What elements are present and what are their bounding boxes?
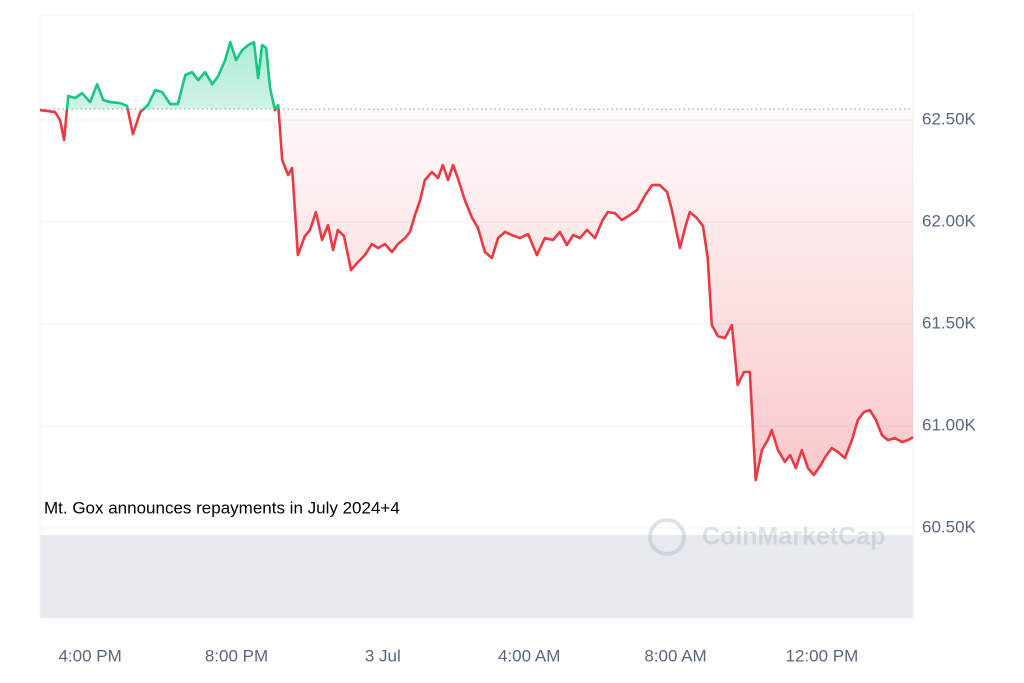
x-tick-label: 8:00 PM [205,646,268,665]
watermark-text: CoinMarketCap [702,523,885,551]
x-tick-label: 4:00 PM [58,646,121,665]
y-tick-label: 61.00K [922,416,977,435]
y-tick-label: 60.50K [922,518,977,537]
watermark-logo [648,518,686,556]
watermark: CoinMarketCap [648,518,885,556]
x-tick-label: 4:00 AM [498,646,560,665]
area [40,42,913,481]
y-tick-label: 61.50K [922,314,977,333]
price-line [39,40,914,482]
x-tick-label: 12:00 PM [786,646,859,665]
annotation: Mt. Gox announces repayments in July 202… [44,498,400,517]
x-tick-label: 8:00 AM [644,646,706,665]
x-tick-label: 3 Jul [365,646,401,665]
plot [39,40,914,482]
y-tick-label: 62.00K [922,212,977,231]
volume-area [40,535,913,618]
y-tick-label: 62.50K [922,110,977,129]
axes: 60.50K 61.00K 61.50K 62.00K 62.50K 4:00 PM 8:0… [58,110,976,666]
